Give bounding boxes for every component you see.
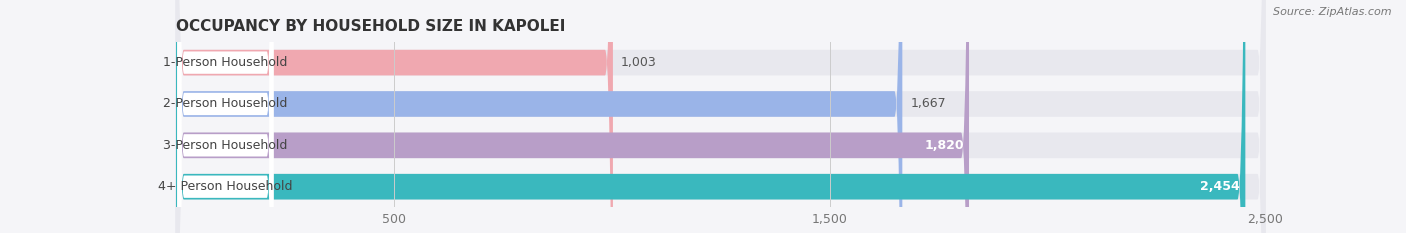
Text: 1-Person Household: 1-Person Household [163, 56, 288, 69]
FancyBboxPatch shape [176, 0, 1246, 233]
FancyBboxPatch shape [177, 0, 273, 233]
FancyBboxPatch shape [176, 0, 969, 233]
Text: 1,003: 1,003 [621, 56, 657, 69]
Text: 1,667: 1,667 [910, 97, 946, 110]
FancyBboxPatch shape [176, 0, 1265, 233]
FancyBboxPatch shape [176, 0, 1265, 233]
FancyBboxPatch shape [177, 0, 273, 233]
Text: 2-Person Household: 2-Person Household [163, 97, 288, 110]
Text: Source: ZipAtlas.com: Source: ZipAtlas.com [1274, 7, 1392, 17]
Text: 2,454: 2,454 [1201, 180, 1240, 193]
FancyBboxPatch shape [177, 0, 273, 233]
FancyBboxPatch shape [177, 0, 273, 233]
FancyBboxPatch shape [176, 0, 1265, 233]
FancyBboxPatch shape [176, 0, 1265, 233]
FancyBboxPatch shape [176, 0, 613, 233]
Text: 1,820: 1,820 [924, 139, 963, 152]
Text: 4+ Person Household: 4+ Person Household [159, 180, 292, 193]
Text: OCCUPANCY BY HOUSEHOLD SIZE IN KAPOLEI: OCCUPANCY BY HOUSEHOLD SIZE IN KAPOLEI [176, 19, 565, 34]
Text: 3-Person Household: 3-Person Household [163, 139, 288, 152]
FancyBboxPatch shape [176, 0, 903, 233]
